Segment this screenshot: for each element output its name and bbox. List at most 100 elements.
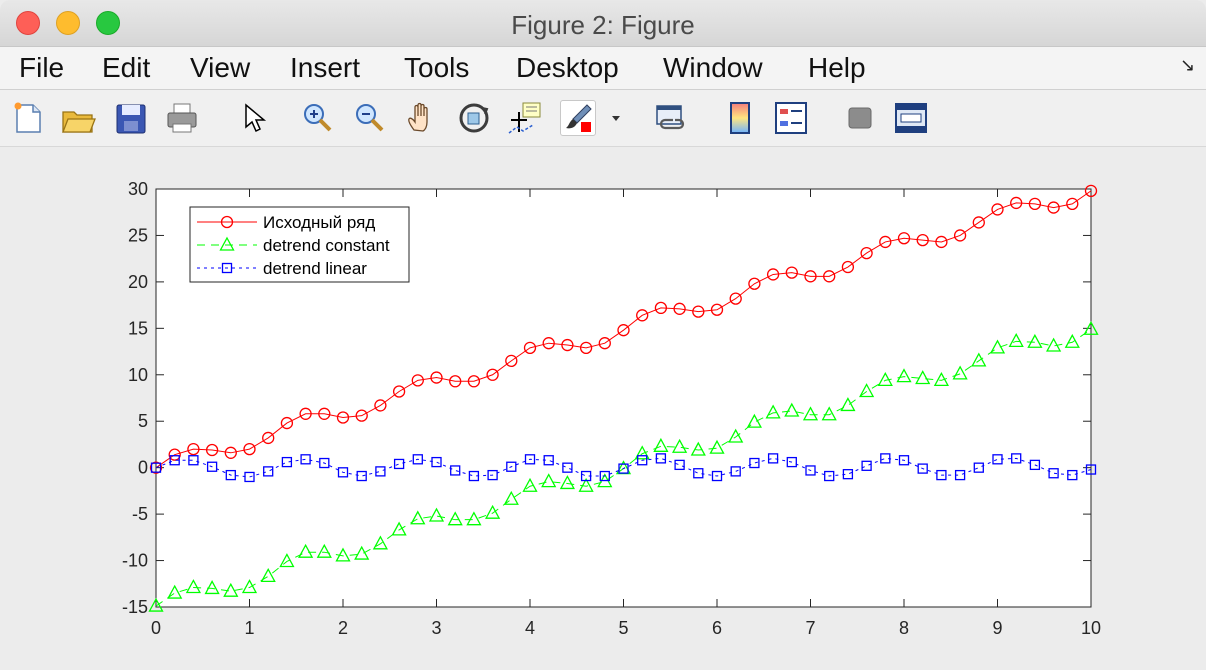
data-point [897, 232, 911, 245]
data-point [580, 470, 592, 482]
data-point [1011, 453, 1022, 464]
data-point [1083, 320, 1099, 335]
legend-entry[interactable]: Исходный ряд [197, 213, 375, 232]
data-point [915, 370, 931, 385]
y-tick-label: 20 [128, 272, 148, 292]
print-icon[interactable] [164, 100, 200, 136]
data-point [1067, 469, 1078, 481]
data-point [749, 457, 760, 469]
menu-help[interactable]: Help [808, 52, 866, 83]
data-point [1048, 468, 1059, 479]
zoom-window-button[interactable] [96, 11, 120, 35]
brush-dropdown-icon[interactable] [607, 100, 625, 136]
x-tick-label: 9 [992, 618, 1002, 638]
data-point [935, 235, 948, 249]
data-point [206, 461, 218, 472]
data-point [244, 471, 255, 483]
data-point [674, 459, 685, 471]
data-point [1084, 184, 1098, 198]
data-point [877, 371, 893, 387]
data-point [430, 371, 443, 384]
y-tick-label: -5 [132, 504, 148, 524]
hide-plot-tools-icon[interactable] [842, 100, 878, 136]
data-point [167, 584, 183, 599]
data-point [223, 582, 239, 597]
data-point [263, 466, 274, 477]
link-plot-icon[interactable] [653, 100, 689, 136]
data-point [824, 470, 835, 482]
data-point [805, 465, 816, 476]
data-point [411, 374, 424, 387]
data-point [1046, 337, 1062, 352]
data-point [654, 301, 668, 315]
data-point [802, 406, 819, 421]
menu-window[interactable]: Window [663, 52, 763, 83]
dock-arrow-icon[interactable]: ↘ [1180, 55, 1196, 75]
data-point [150, 462, 162, 473]
data-point [879, 235, 892, 249]
data-point [450, 465, 461, 476]
data-point [372, 535, 388, 550]
menu-edit[interactable]: Edit [102, 52, 151, 83]
title-bar[interactable]: Figure 2: Figure [0, 0, 1206, 47]
data-point [1010, 196, 1023, 210]
save-icon[interactable] [113, 100, 149, 136]
menu-desktop[interactable]: Desktop [516, 52, 619, 83]
menu-view[interactable]: View [190, 52, 251, 83]
data-point [636, 309, 649, 322]
data-point [486, 368, 499, 381]
data-point [148, 597, 164, 612]
legend-label: detrend linear [263, 259, 367, 278]
legend-entry[interactable]: detrend linear [197, 259, 367, 278]
zoom-out-icon[interactable] [352, 100, 388, 136]
legend-label: Исходный ряд [263, 213, 375, 232]
data-point [225, 469, 236, 481]
data-point [692, 305, 705, 318]
x-tick-label: 4 [525, 618, 535, 638]
legend[interactable]: Исходный ряд detrend constant detrend line… [189, 206, 410, 283]
data-point [355, 409, 368, 422]
data-point [655, 453, 667, 464]
x-tick-label: 3 [431, 618, 441, 638]
data-point [466, 511, 482, 526]
rotate-3d-icon[interactable] [456, 100, 492, 136]
menu-file[interactable]: File [19, 52, 65, 83]
window-title: Figure 2: Figure [511, 10, 695, 40]
data-point [431, 456, 442, 468]
menu-insert[interactable]: Insert [290, 52, 361, 83]
data-cursor-icon[interactable] [507, 100, 543, 136]
minimize-window-button[interactable] [56, 11, 80, 35]
legend-entry[interactable]: detrend constant [197, 236, 390, 255]
data-point [279, 553, 295, 568]
open-file-icon[interactable] [60, 100, 96, 136]
data-point [690, 441, 706, 456]
y-tick-label: 5 [138, 411, 148, 431]
zoom-in-icon[interactable] [300, 100, 336, 136]
edit-plot-cursor-icon[interactable] [236, 100, 272, 136]
x-tick-label: 7 [805, 618, 815, 638]
data-point [1066, 197, 1079, 211]
data-point [786, 456, 797, 468]
legend-marker [219, 236, 235, 251]
menu-tools[interactable]: Tools [404, 52, 470, 83]
data-point [1085, 464, 1097, 475]
pan-hand-icon[interactable] [404, 100, 440, 136]
brush-icon[interactable] [560, 100, 596, 136]
data-point [542, 337, 555, 350]
new-figure-icon[interactable] [10, 100, 46, 136]
colorbar-icon[interactable] [722, 100, 758, 136]
figure-canvas[interactable]: -15 -10 -5 0 5 10 15 20 25 30 0 1 2 3 4 5 6 7 8 9 10 Исходн… [0, 147, 1206, 670]
data-point [672, 438, 688, 453]
legend-marker [220, 215, 234, 229]
data-point [391, 521, 407, 536]
chart[interactable]: -15 -10 -5 0 5 10 15 20 25 30 0 1 2 3 4 5 6 7 8 9 10 Исходн… [0, 147, 1206, 670]
data-point [280, 416, 294, 430]
x-tick-label: 6 [712, 618, 722, 638]
data-point [992, 454, 1003, 465]
data-point [617, 324, 630, 337]
show-plot-tools-icon[interactable] [893, 100, 929, 136]
legend-icon[interactable] [773, 100, 809, 136]
close-window-button[interactable] [16, 11, 40, 35]
x-tick-label: 1 [244, 618, 254, 638]
data-point [693, 468, 704, 479]
